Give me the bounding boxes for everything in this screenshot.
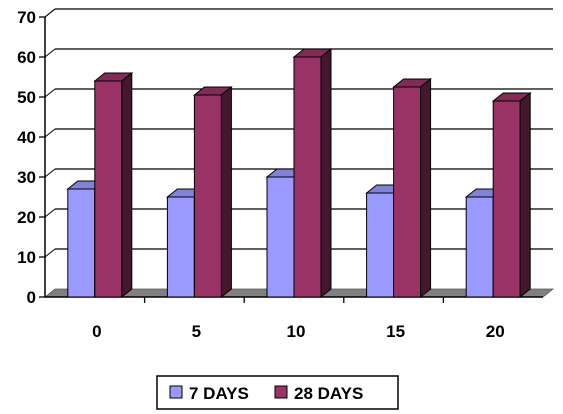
tick-labels: 0 10 20 30 40 50 60 70 0 5 10 15 20	[17, 8, 505, 341]
bar-28-days-15	[392, 77, 433, 299]
gridline-depth	[44, 128, 56, 138]
bar-side	[320, 47, 332, 299]
x-tick-label: 10	[287, 322, 306, 341]
bar-front	[293, 56, 322, 298]
gridline-depth	[44, 248, 56, 258]
y-tick-label: 60	[17, 48, 36, 67]
bar-front	[465, 196, 494, 298]
bar-front	[94, 80, 123, 298]
gridline-depth	[44, 168, 56, 178]
bar-front	[193, 94, 222, 298]
legend-label-28-days: 28 DAYS	[294, 384, 363, 403]
bar-28-days-0	[93, 71, 134, 299]
bar-28-days-20	[491, 91, 532, 299]
legend: 7 DAYS 28 DAYS	[156, 375, 399, 410]
bar-side	[121, 71, 133, 299]
gridline-depth	[44, 48, 56, 58]
bar-side	[420, 77, 432, 299]
legend-label-7-days: 7 DAYS	[189, 384, 249, 403]
y-tick-label: 10	[17, 248, 36, 267]
y-tick-label: 30	[17, 168, 36, 187]
x-tick-label: 15	[386, 322, 405, 341]
bars	[66, 47, 532, 299]
y-tick-label: 50	[17, 88, 36, 107]
gridline-depth	[44, 88, 56, 98]
bar-front	[166, 196, 195, 298]
y-tick-label: 40	[17, 128, 36, 147]
bar-side	[220, 85, 232, 299]
bar-28-days-5	[192, 85, 233, 299]
y-tick-label: 20	[17, 208, 36, 227]
y-tick-label: 0	[27, 288, 36, 307]
bar-28-days-10	[292, 47, 333, 299]
x-tick-label: 0	[92, 322, 101, 341]
bar-side	[519, 91, 531, 299]
bar-front	[266, 176, 295, 298]
bar-front	[393, 86, 422, 298]
x-tick-label: 5	[192, 322, 201, 341]
bar-front	[492, 100, 521, 298]
y-axis-top-edge	[44, 8, 56, 18]
bar-front	[67, 188, 96, 298]
x-tick-label: 20	[486, 322, 505, 341]
bar-front	[366, 192, 395, 298]
legend-swatch-7-days	[169, 385, 183, 399]
gridline-depth	[44, 208, 56, 218]
y-tick-label: 70	[17, 8, 36, 27]
legend-swatch-28-days	[274, 385, 288, 399]
